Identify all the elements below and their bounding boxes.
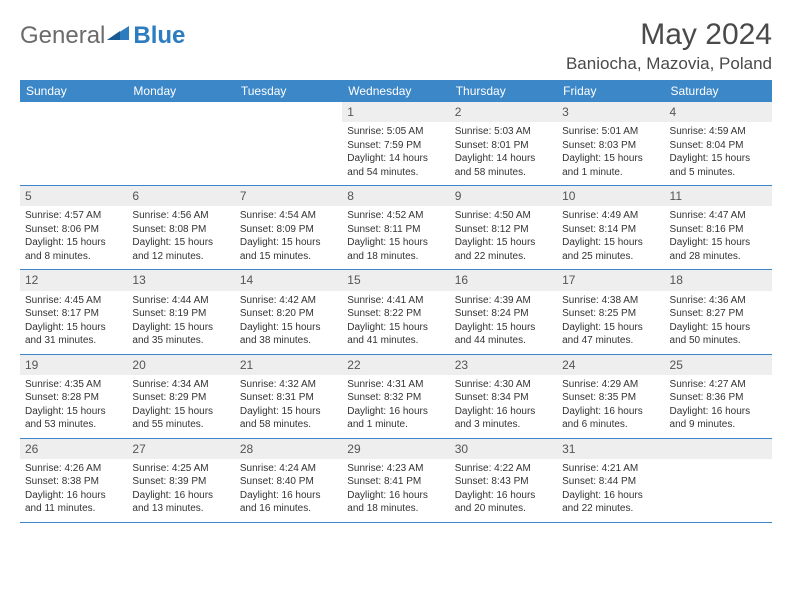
header: General Blue May 2024 Baniocha, Mazovia,… bbox=[20, 18, 772, 74]
day-detail-cell: Sunrise: 5:01 AMSunset: 8:03 PMDaylight:… bbox=[557, 122, 664, 186]
day-detail-cell: Sunrise: 4:34 AMSunset: 8:29 PMDaylight:… bbox=[127, 375, 234, 439]
day-detail-cell: Sunrise: 4:52 AMSunset: 8:11 PMDaylight:… bbox=[342, 206, 449, 270]
weekday-header: Thursday bbox=[450, 80, 557, 102]
weekday-header: Wednesday bbox=[342, 80, 449, 102]
day-number-cell: 3 bbox=[557, 102, 664, 122]
day-detail-cell: Sunrise: 4:41 AMSunset: 8:22 PMDaylight:… bbox=[342, 291, 449, 355]
weekday-header: Monday bbox=[127, 80, 234, 102]
day-detail-cell: Sunrise: 4:54 AMSunset: 8:09 PMDaylight:… bbox=[235, 206, 342, 270]
day-number-cell: 22 bbox=[342, 354, 449, 375]
day-detail-cell: Sunrise: 4:24 AMSunset: 8:40 PMDaylight:… bbox=[235, 459, 342, 522]
day-detail-cell: Sunrise: 4:32 AMSunset: 8:31 PMDaylight:… bbox=[235, 375, 342, 439]
logo: General Blue bbox=[20, 22, 185, 50]
day-detail-cell: Sunrise: 4:26 AMSunset: 8:38 PMDaylight:… bbox=[20, 459, 127, 522]
day-detail-cell: Sunrise: 4:45 AMSunset: 8:17 PMDaylight:… bbox=[20, 291, 127, 355]
day-detail-cell: Sunrise: 4:36 AMSunset: 8:27 PMDaylight:… bbox=[665, 291, 772, 355]
day-number-row: 1234 bbox=[20, 102, 772, 122]
bottom-rule bbox=[20, 522, 772, 523]
day-detail-cell: Sunrise: 4:47 AMSunset: 8:16 PMDaylight:… bbox=[665, 206, 772, 270]
day-number-cell: 19 bbox=[20, 354, 127, 375]
day-number-cell: 2 bbox=[450, 102, 557, 122]
day-number-cell: 15 bbox=[342, 270, 449, 291]
day-detail-cell: Sunrise: 4:57 AMSunset: 8:06 PMDaylight:… bbox=[20, 206, 127, 270]
day-number-cell: 6 bbox=[127, 186, 234, 207]
day-detail-cell bbox=[127, 122, 234, 186]
day-detail-cell: Sunrise: 4:31 AMSunset: 8:32 PMDaylight:… bbox=[342, 375, 449, 439]
day-detail-cell bbox=[665, 459, 772, 522]
day-number-cell: 23 bbox=[450, 354, 557, 375]
day-number-cell: 5 bbox=[20, 186, 127, 207]
day-detail-cell: Sunrise: 4:42 AMSunset: 8:20 PMDaylight:… bbox=[235, 291, 342, 355]
day-number-cell: 10 bbox=[557, 186, 664, 207]
weekday-header: Tuesday bbox=[235, 80, 342, 102]
day-number-cell: 8 bbox=[342, 186, 449, 207]
logo-triangle-icon bbox=[107, 24, 131, 42]
day-detail-row: Sunrise: 4:26 AMSunset: 8:38 PMDaylight:… bbox=[20, 459, 772, 522]
day-number-cell bbox=[665, 438, 772, 459]
day-number-cell: 4 bbox=[665, 102, 772, 122]
location: Baniocha, Mazovia, Poland bbox=[566, 54, 772, 74]
day-number-cell: 20 bbox=[127, 354, 234, 375]
logo-text-general: General bbox=[20, 22, 105, 50]
day-number-row: 567891011 bbox=[20, 186, 772, 207]
day-number-cell: 29 bbox=[342, 438, 449, 459]
day-detail-row: Sunrise: 4:57 AMSunset: 8:06 PMDaylight:… bbox=[20, 206, 772, 270]
day-number-cell: 31 bbox=[557, 438, 664, 459]
day-detail-cell: Sunrise: 4:30 AMSunset: 8:34 PMDaylight:… bbox=[450, 375, 557, 439]
day-detail-cell: Sunrise: 4:27 AMSunset: 8:36 PMDaylight:… bbox=[665, 375, 772, 439]
day-detail-cell: Sunrise: 4:59 AMSunset: 8:04 PMDaylight:… bbox=[665, 122, 772, 186]
day-detail-row: Sunrise: 4:45 AMSunset: 8:17 PMDaylight:… bbox=[20, 291, 772, 355]
day-detail-cell: Sunrise: 4:39 AMSunset: 8:24 PMDaylight:… bbox=[450, 291, 557, 355]
day-number-cell: 18 bbox=[665, 270, 772, 291]
day-detail-row: Sunrise: 5:05 AMSunset: 7:59 PMDaylight:… bbox=[20, 122, 772, 186]
day-detail-cell: Sunrise: 4:49 AMSunset: 8:14 PMDaylight:… bbox=[557, 206, 664, 270]
day-number-cell: 26 bbox=[20, 438, 127, 459]
day-number-cell: 30 bbox=[450, 438, 557, 459]
day-detail-cell: Sunrise: 5:03 AMSunset: 8:01 PMDaylight:… bbox=[450, 122, 557, 186]
day-number-row: 19202122232425 bbox=[20, 354, 772, 375]
day-detail-cell: Sunrise: 4:22 AMSunset: 8:43 PMDaylight:… bbox=[450, 459, 557, 522]
day-detail-cell: Sunrise: 5:05 AMSunset: 7:59 PMDaylight:… bbox=[342, 122, 449, 186]
day-number-cell: 1 bbox=[342, 102, 449, 122]
day-detail-cell: Sunrise: 4:38 AMSunset: 8:25 PMDaylight:… bbox=[557, 291, 664, 355]
day-detail-cell bbox=[235, 122, 342, 186]
day-number-cell: 25 bbox=[665, 354, 772, 375]
day-number-cell: 17 bbox=[557, 270, 664, 291]
day-number-cell: 24 bbox=[557, 354, 664, 375]
day-detail-cell: Sunrise: 4:44 AMSunset: 8:19 PMDaylight:… bbox=[127, 291, 234, 355]
day-number-row: 262728293031 bbox=[20, 438, 772, 459]
day-detail-cell: Sunrise: 4:56 AMSunset: 8:08 PMDaylight:… bbox=[127, 206, 234, 270]
title-block: May 2024 Baniocha, Mazovia, Poland bbox=[566, 18, 772, 74]
day-number-cell bbox=[20, 102, 127, 122]
logo-text-blue: Blue bbox=[133, 22, 185, 50]
weekday-header: Saturday bbox=[665, 80, 772, 102]
day-detail-cell: Sunrise: 4:23 AMSunset: 8:41 PMDaylight:… bbox=[342, 459, 449, 522]
day-number-cell bbox=[235, 102, 342, 122]
weekday-header-row: SundayMondayTuesdayWednesdayThursdayFrid… bbox=[20, 80, 772, 102]
day-number-cell: 13 bbox=[127, 270, 234, 291]
day-number-cell: 27 bbox=[127, 438, 234, 459]
day-number-cell: 11 bbox=[665, 186, 772, 207]
day-detail-cell: Sunrise: 4:35 AMSunset: 8:28 PMDaylight:… bbox=[20, 375, 127, 439]
weekday-header: Friday bbox=[557, 80, 664, 102]
day-number-cell: 7 bbox=[235, 186, 342, 207]
day-number-cell: 21 bbox=[235, 354, 342, 375]
day-detail-cell: Sunrise: 4:25 AMSunset: 8:39 PMDaylight:… bbox=[127, 459, 234, 522]
day-detail-cell: Sunrise: 4:21 AMSunset: 8:44 PMDaylight:… bbox=[557, 459, 664, 522]
day-detail-cell: Sunrise: 4:29 AMSunset: 8:35 PMDaylight:… bbox=[557, 375, 664, 439]
day-number-cell: 12 bbox=[20, 270, 127, 291]
day-detail-cell bbox=[20, 122, 127, 186]
day-number-cell: 16 bbox=[450, 270, 557, 291]
calendar-table: SundayMondayTuesdayWednesdayThursdayFrid… bbox=[20, 80, 772, 522]
month-title: May 2024 bbox=[566, 18, 772, 52]
day-number-cell: 9 bbox=[450, 186, 557, 207]
weekday-header: Sunday bbox=[20, 80, 127, 102]
day-number-cell: 14 bbox=[235, 270, 342, 291]
day-number-cell: 28 bbox=[235, 438, 342, 459]
day-detail-row: Sunrise: 4:35 AMSunset: 8:28 PMDaylight:… bbox=[20, 375, 772, 439]
day-number-cell bbox=[127, 102, 234, 122]
day-number-row: 12131415161718 bbox=[20, 270, 772, 291]
day-detail-cell: Sunrise: 4:50 AMSunset: 8:12 PMDaylight:… bbox=[450, 206, 557, 270]
